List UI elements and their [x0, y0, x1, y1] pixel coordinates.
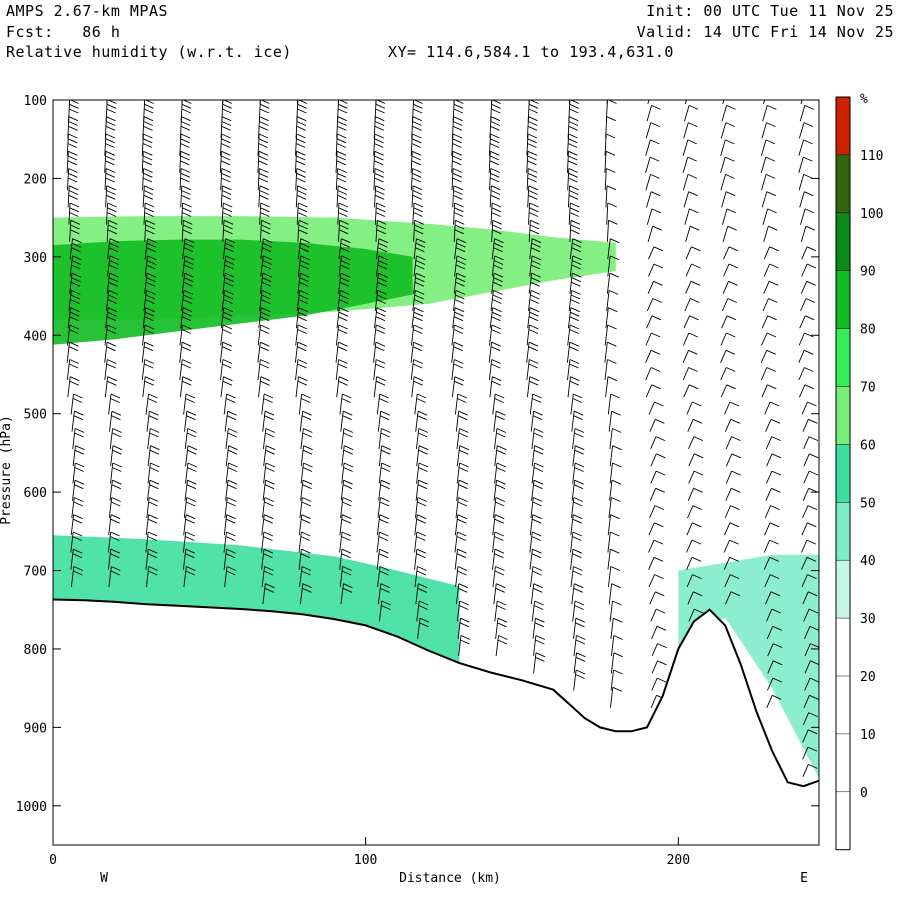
rh-region-east-low: [678, 554, 819, 779]
colorbar-label: 20: [860, 670, 876, 685]
valid-time: Valid: 14 UTC Fri 14 Nov 25: [636, 23, 894, 41]
wind-barb-column: [219, 100, 238, 588]
colorbar-label: 70: [860, 381, 876, 396]
plot-frame: [52, 99, 820, 846]
y-tick-label: 800: [24, 643, 47, 658]
colorbar-unit: %: [860, 92, 868, 107]
colorbar-label: 10: [860, 728, 876, 743]
wind-barb-column: [335, 100, 354, 605]
wind-barb-column: [451, 100, 471, 657]
x-tick-label: 200: [667, 853, 690, 868]
x-tick-label: 100: [354, 853, 377, 868]
y-tick-label: 100: [24, 94, 47, 109]
colorbar-label: 60: [860, 438, 876, 453]
colorbar-swatch: [836, 328, 850, 387]
colorbar-label: 80: [860, 323, 876, 338]
colorbar-label: 90: [860, 265, 876, 280]
forecast-hour: Fcst: 86 h: [6, 23, 121, 41]
y-tick-label: 1000: [16, 800, 47, 815]
colorbar-swatch: [836, 97, 850, 155]
wind-barb-column: [294, 100, 313, 605]
colorbar-swatch: [836, 212, 850, 271]
wind-barb-column: [104, 100, 123, 588]
y-tick-label: 400: [24, 329, 47, 344]
west-label: W: [100, 871, 108, 886]
y-tick-label: 600: [24, 486, 47, 501]
colorbar-label: 110: [860, 149, 883, 164]
y-tick-label: 300: [24, 251, 47, 266]
colorbar-swatch: [836, 791, 850, 850]
colorbar-label: 0: [860, 786, 868, 801]
wind-barb-column: [566, 100, 586, 691]
colorbar-label: 40: [860, 554, 876, 569]
wind-barb-column: [720, 100, 741, 605]
rh-region-low-moist: [53, 535, 460, 664]
y-tick-label: 900: [24, 721, 47, 736]
colorbar-swatch: [836, 444, 850, 503]
init-time: Init: 00 UTC Tue 11 Nov 25: [646, 2, 894, 20]
colorbar-frame: [835, 96, 851, 851]
colorbar-swatch: [836, 270, 850, 329]
wind-barb-column: [798, 100, 819, 777]
colorbar-label: 50: [860, 496, 876, 511]
colorbar-label: 30: [860, 612, 876, 627]
wind-barb-column: [373, 100, 391, 622]
x-axis-label: Distance (km): [399, 871, 501, 886]
wind-barb-column: [682, 100, 704, 622]
wind-barb-column: [66, 100, 85, 588]
model-title: AMPS 2.67-km MPAS: [6, 2, 169, 20]
colorbar-swatch: [836, 676, 850, 734]
colorbar-swatch: [836, 618, 850, 676]
colorbar-swatch: [836, 154, 850, 213]
wind-barb-column: [257, 100, 276, 605]
colorbar-swatch: [836, 502, 850, 561]
wind-barb-column: [488, 100, 508, 657]
y-tick-label: 200: [24, 172, 47, 187]
field-name: Relative humidity (w.r.t. ice): [6, 43, 292, 61]
wind-barb-column: [645, 100, 667, 708]
wind-barb-column: [179, 100, 198, 588]
y-axis-label: Pressure (hPa): [0, 415, 14, 525]
terrain-fill: [53, 599, 819, 845]
terrain-line: [53, 598, 819, 788]
wind-barb-column: [604, 100, 623, 708]
cross-section-xy: XY= 114.6,584.1 to 193.4,631.0: [388, 43, 674, 61]
colorbar-swatch: [836, 386, 850, 445]
wind-barb-column: [141, 100, 160, 588]
wind-barb-column: [760, 100, 783, 708]
rh-region-upper-core: [53, 239, 413, 345]
y-tick-label: 500: [24, 408, 47, 423]
y-tick-label: 700: [24, 565, 47, 580]
x-tick-label: 0: [49, 853, 57, 868]
colorbar-swatch: [836, 560, 850, 619]
wind-barb-column: [526, 100, 546, 674]
colorbar-label: 100: [860, 207, 883, 222]
east-label: E: [800, 871, 808, 886]
colorbar-swatch: [836, 733, 850, 792]
wind-barb-column: [410, 100, 430, 639]
